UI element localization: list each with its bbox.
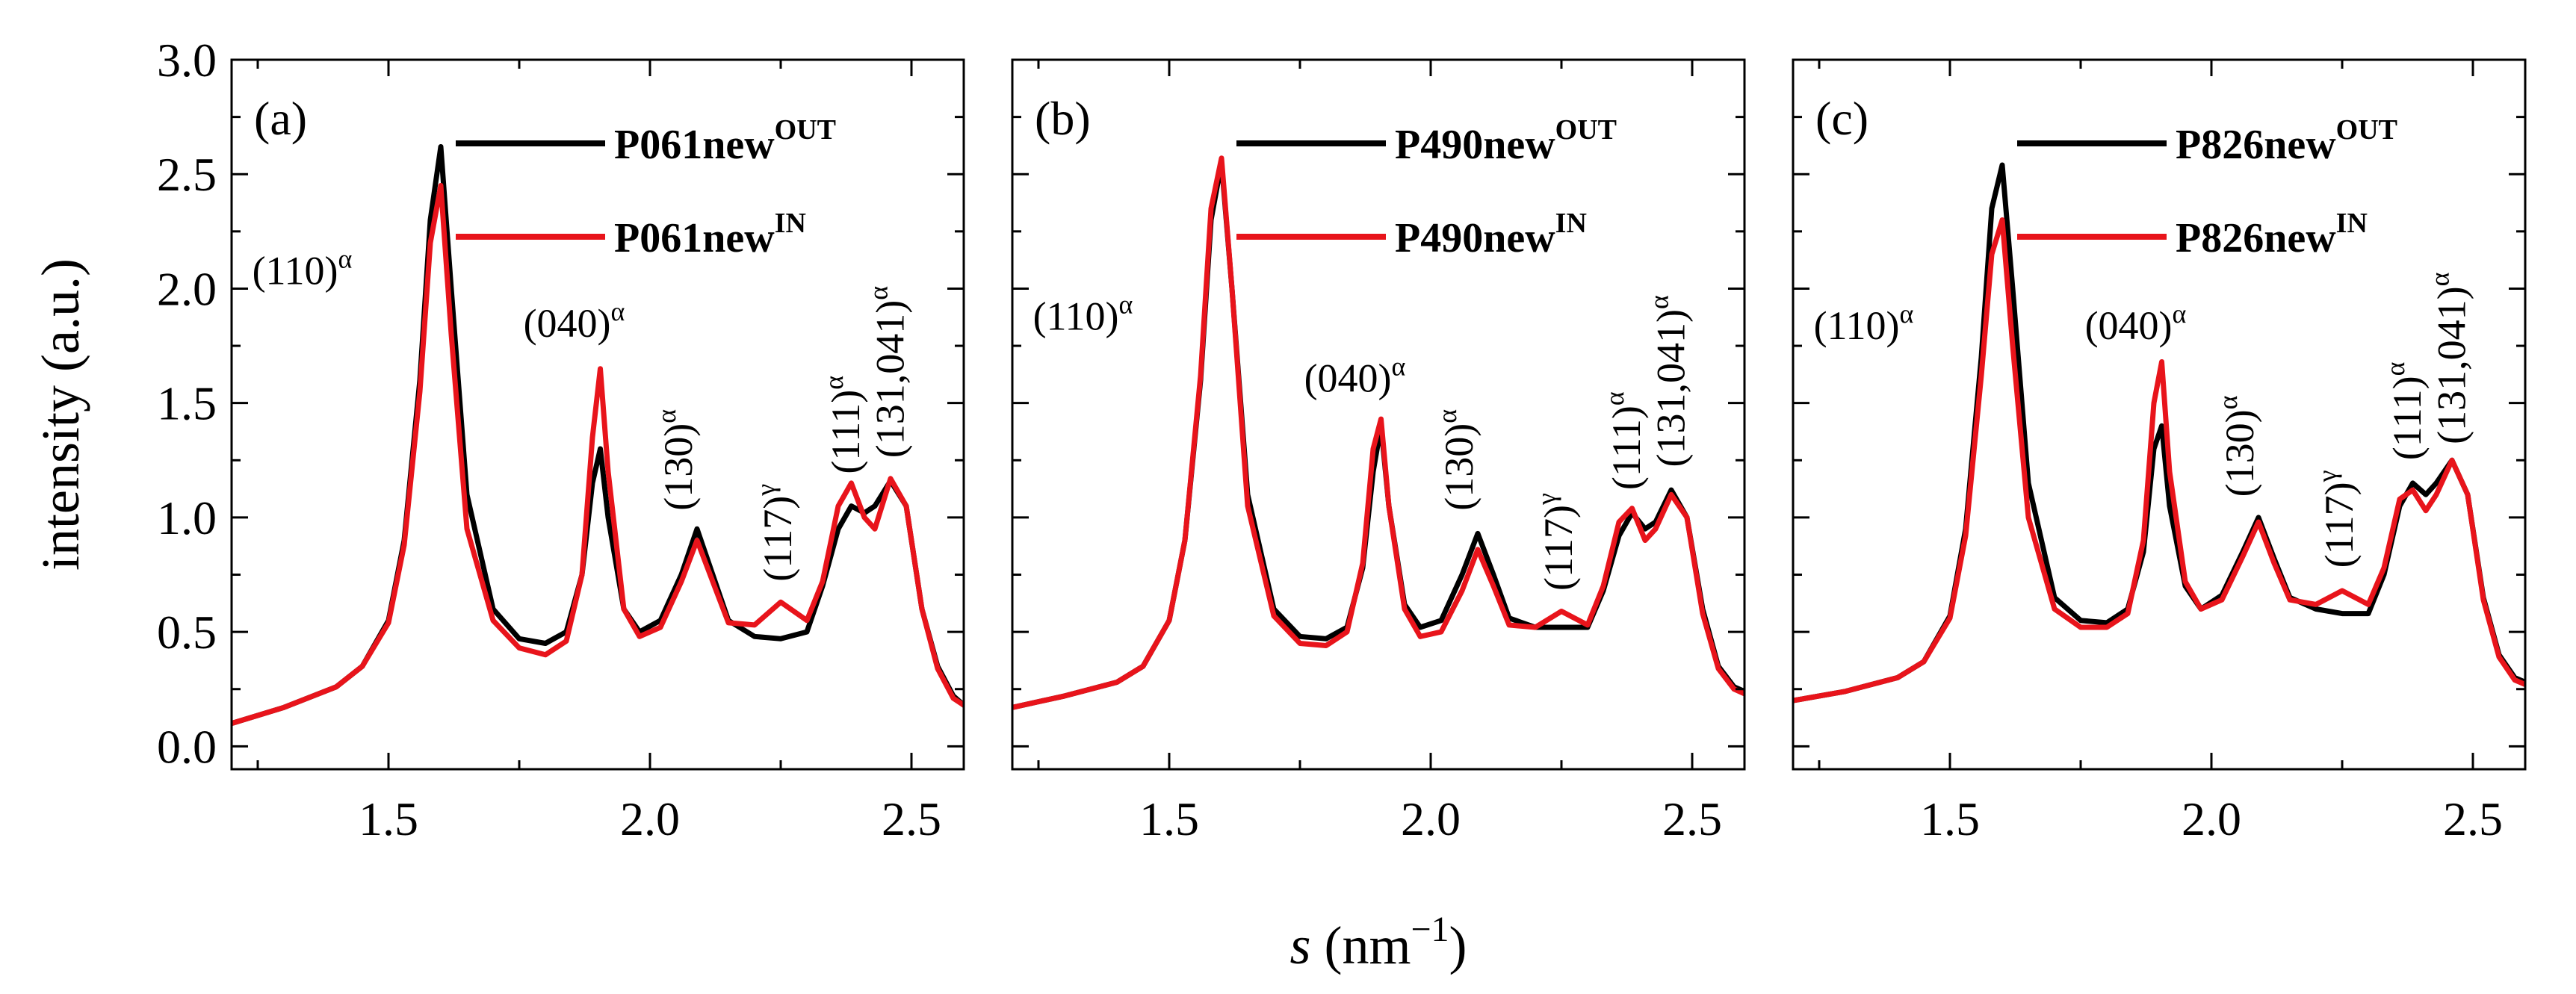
peak-label: (130)α (1432, 409, 1481, 511)
x-tick-label: 2.0 (1401, 792, 1461, 845)
x-tick-label: 1.5 (1920, 792, 1980, 845)
peak-label: (110)α (1814, 299, 1914, 348)
legend-label-out: P826newOUT (2176, 114, 2397, 168)
x-tick-label: 1.5 (1139, 792, 1199, 845)
peak-label: (040)α (2085, 299, 2187, 348)
panel-3: 1.5 2.0 2.5 (c) P826newOUT P826newIN (110)α (04… (1792, 58, 2527, 845)
series-line-in (232, 183, 964, 727)
peak-label: (110)α (1033, 290, 1133, 339)
peak-label: (117)γ (2312, 470, 2362, 568)
y-tick-label: 2.0 (157, 262, 217, 315)
panel-label: (c) (1815, 92, 1868, 145)
panel-label: (a) (254, 92, 307, 145)
peak-label: (111)α (819, 376, 868, 474)
legend-label-in: P490newIN (1395, 208, 1587, 261)
peak-label: (130)α (2213, 395, 2262, 497)
peak-label: (131,041)α (2425, 272, 2474, 444)
series-line-in (1012, 155, 1744, 710)
plot-frame (230, 58, 965, 771)
y-tick-label: 0.0 (157, 720, 217, 773)
x-tick-label: 2.5 (1662, 792, 1722, 845)
y-axis-title: intensity (a.u.) (31, 258, 90, 571)
peak-label: (131,041)α (1644, 295, 1694, 467)
legend-label-in: P826newIN (2176, 208, 2368, 261)
x-tick-label: 2.5 (2443, 792, 2503, 845)
panel-2: 1.5 2.0 2.5 (b) P490newOUT P490newIN (110)α (04… (1011, 58, 1746, 845)
plot-frame (1011, 58, 1746, 771)
panel-1: 1.5 2.0 2.5 0.0 0.5 1.0 1.5 2.0 2.5 3.0 (a) P061new… (157, 34, 965, 845)
legend-label-in: P061newIN (614, 208, 806, 261)
peak-label: (117)γ (1532, 493, 1581, 591)
panel-label: (b) (1035, 92, 1091, 145)
y-tick-label: 1.5 (157, 377, 217, 430)
peak-label: (131,041)α (864, 286, 913, 458)
peak-label: (111)α (1600, 391, 1649, 490)
x-tick-label: 2.5 (882, 792, 941, 845)
peak-label: (040)α (524, 296, 625, 346)
x-tick-label: 2.0 (2182, 792, 2241, 845)
plot-frame (1792, 58, 2527, 771)
peak-label: (117)γ (751, 484, 800, 582)
y-tick-label: 3.0 (157, 34, 217, 87)
peak-label: (110)α (253, 243, 353, 293)
y-tick-label: 0.5 (157, 606, 217, 659)
peak-label: (040)α (1304, 351, 1406, 400)
peak-label: (111)α (2380, 361, 2430, 460)
y-tick-label: 1.0 (157, 491, 217, 544)
x-tick-label: 2.0 (620, 792, 680, 845)
peak-label: (130)α (651, 409, 701, 511)
legend-label-out: P061newOUT (614, 114, 836, 168)
series-line-in (1793, 217, 2525, 703)
y-tick-label: 2.5 (157, 148, 217, 201)
legend-label-out: P490newOUT (1395, 114, 1617, 168)
x-tick-label: 1.5 (359, 792, 418, 845)
x-axis-title: s (nm−1) (1289, 910, 1467, 975)
